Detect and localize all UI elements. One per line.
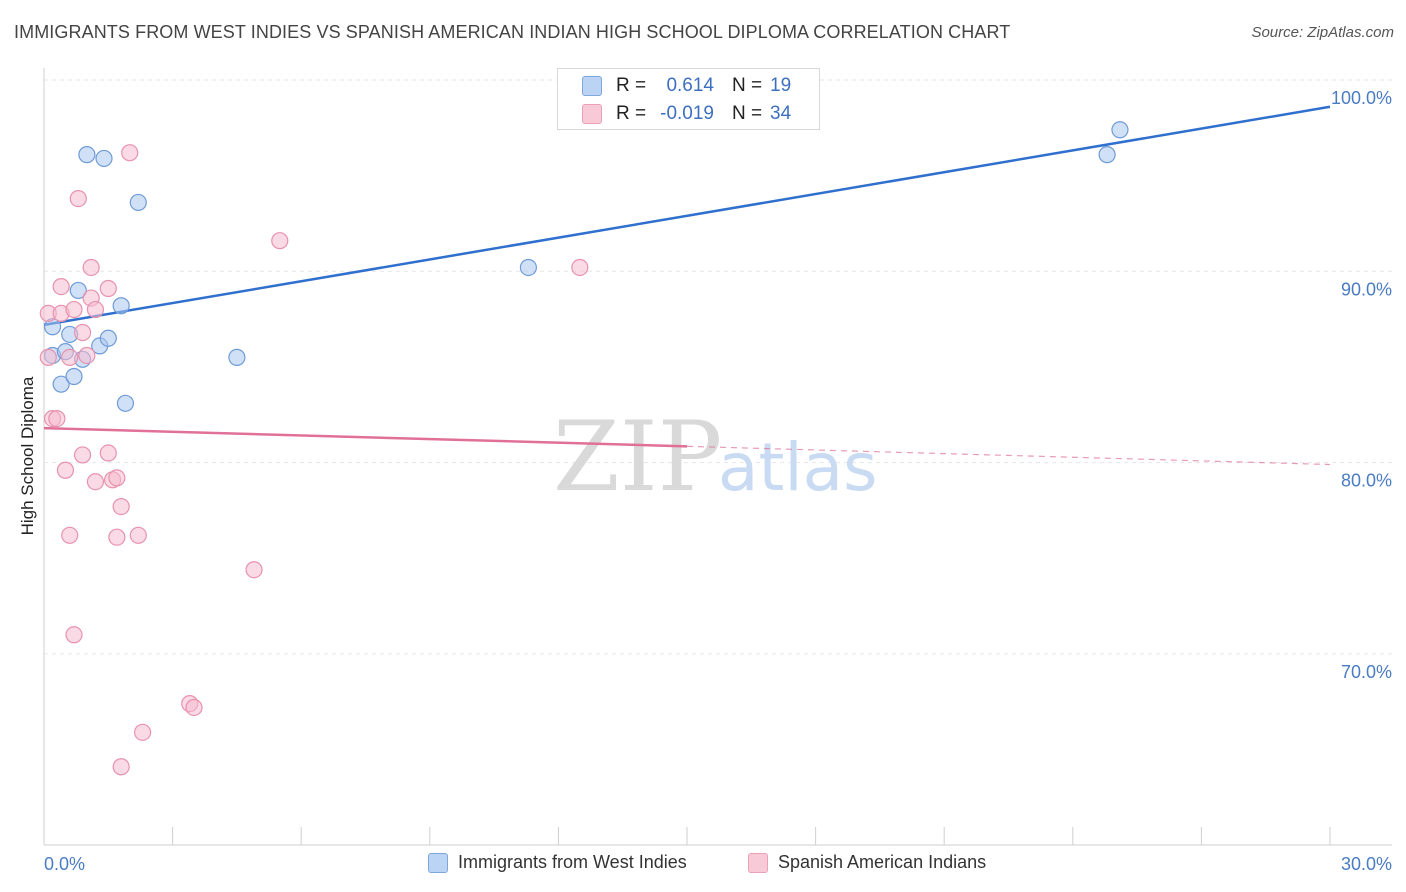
point-west-indies (65, 367, 83, 386)
point-spanish-american-indians (73, 323, 92, 342)
point-spanish-american-indians (129, 526, 147, 544)
point-spanish-american-indians (571, 258, 589, 277)
point-spanish-american-indians (82, 258, 100, 277)
point-spanish-american-indians (245, 561, 263, 579)
y-tick-label: 90.0% (1341, 279, 1392, 299)
spanish-american-indians-swatch (582, 104, 602, 124)
west-indies-swatch (582, 76, 602, 96)
point-west-indies (112, 297, 130, 315)
point-spanish-american-indians (56, 461, 75, 479)
axes (43, 68, 1392, 846)
y-tick-label: 70.0% (1341, 662, 1392, 682)
source-credit: Source: ZipAtlas.com (1251, 24, 1394, 41)
y-tick-labels: 70.0% 80.0% 90.0% 100.0% (1331, 88, 1392, 682)
point-spanish-american-indians (99, 444, 117, 462)
point-spanish-american-indians (185, 698, 203, 717)
watermark-atlas: atlas (718, 429, 878, 506)
y-axis-label: High School Diploma (18, 376, 37, 535)
point-spanish-american-indians (99, 279, 117, 298)
point-spanish-american-indians (133, 723, 152, 741)
n-value: 19 (770, 75, 792, 96)
point-spanish-american-indians (108, 469, 126, 487)
legend-item-west-indies[interactable]: Immigrants from West Indies (428, 852, 687, 873)
r-value: 0.614 (666, 75, 714, 96)
y-tick-label: 100.0% (1331, 88, 1392, 108)
legend-swatch-spanish-american-indians (748, 852, 768, 873)
point-spanish-american-indians (48, 410, 66, 428)
n-value: 34 (770, 103, 792, 124)
point-spanish-american-indians (271, 232, 289, 250)
data-points (39, 121, 1129, 776)
point-spanish-american-indians (69, 190, 87, 208)
point-spanish-american-indians (86, 473, 105, 491)
trend-line-0 (43, 105, 1331, 327)
legend-swatch-west-indies (428, 852, 448, 873)
stats-row-west-indies: R = 0.614 N = 19 (558, 73, 821, 101)
r-value: -0.019 (660, 103, 714, 124)
x-tick-label-min: 0.0% (44, 854, 85, 874)
point-west-indies (52, 375, 70, 393)
n-label: N = (732, 103, 763, 124)
stats-row-spanish-american-indians: R = -0.019 N = 34 (558, 101, 821, 129)
point-west-indies (228, 348, 246, 366)
point-spanish-american-indians (108, 528, 126, 546)
x-tick-label-max: 30.0% (1341, 854, 1392, 874)
point-spanish-american-indians (121, 144, 139, 162)
trend-line-dashed-1 (686, 445, 1331, 466)
point-west-indies (95, 149, 113, 168)
point-spanish-american-indians (73, 446, 92, 464)
point-spanish-american-indians (61, 348, 79, 366)
point-west-indies (1098, 146, 1116, 164)
point-west-indies (116, 394, 135, 412)
point-spanish-american-indians (112, 497, 130, 516)
point-spanish-american-indians (39, 348, 57, 366)
point-spanish-american-indians (52, 278, 70, 296)
legend-label-spanish-american-indians: Spanish American Indians (778, 852, 987, 872)
series-legend: Immigrants from West Indies Spanish Amer… (0, 852, 1406, 878)
chart-title: IMMIGRANTS FROM WEST INDIES VS SPANISH A… (14, 22, 1011, 42)
trend-line-1 (43, 426, 688, 448)
point-spanish-american-indians (65, 626, 83, 644)
point-west-indies (69, 281, 87, 300)
x-ticks (172, 827, 1331, 845)
r-label: R = (616, 75, 647, 96)
watermark: ZIP atlas (553, 401, 878, 513)
point-spanish-american-indians (61, 526, 79, 544)
trend-lines (43, 105, 1331, 466)
point-west-indies (1111, 121, 1129, 139)
legend-item-spanish-american-indians[interactable]: Spanish American Indians (748, 852, 986, 873)
stats-legend: R = 0.614 N = 19 R = -0.019 N = 34 (557, 68, 820, 130)
point-west-indies (78, 146, 96, 164)
point-west-indies (99, 329, 117, 347)
r-label: R = (616, 103, 647, 124)
y-tick-label: 80.0% (1341, 471, 1392, 491)
legend-label-west-indies: Immigrants from West Indies (458, 852, 687, 872)
point-spanish-american-indians (65, 300, 83, 319)
point-west-indies (129, 193, 147, 212)
point-spanish-american-indians (78, 346, 96, 365)
n-label: N = (732, 75, 763, 96)
point-west-indies (519, 258, 537, 277)
gridlines (44, 79, 1392, 655)
point-spanish-american-indians (112, 758, 130, 776)
point-spanish-american-indians (86, 300, 105, 319)
watermark-zip: ZIP (553, 401, 722, 513)
